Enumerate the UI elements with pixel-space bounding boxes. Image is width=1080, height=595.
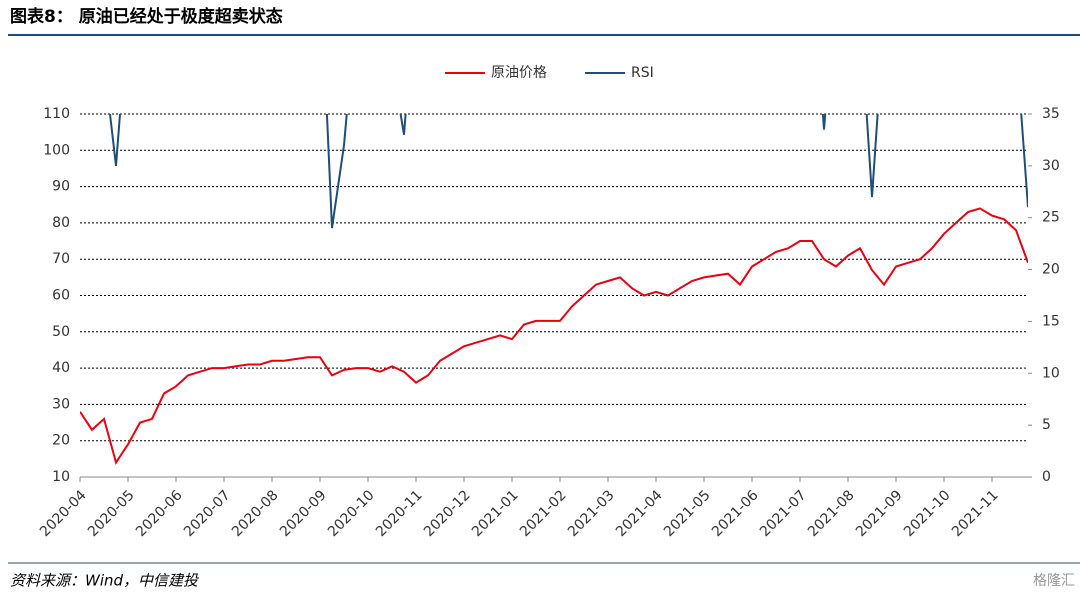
y-tick-label: 60 (52, 288, 70, 304)
y-tick-label: 80 (52, 215, 70, 231)
x-tick-label: 2021-10 (901, 487, 954, 540)
y2-tick-label: 25 (1042, 210, 1060, 226)
y2-tick-label: 35 (1042, 106, 1060, 122)
y-tick-label: 100 (43, 142, 70, 158)
x-tick-label: 2020-05 (85, 487, 138, 540)
x-tick-label: 2021-07 (757, 487, 810, 540)
series-line (108, 114, 1028, 229)
watermark: 格隆汇 (1033, 573, 1075, 589)
x-tick-label: 2021-09 (853, 487, 906, 540)
legend-label: 原油价格 (491, 65, 547, 81)
x-tick-label: 2021-08 (805, 487, 858, 540)
y-tick-label: 70 (52, 251, 70, 267)
x-tick-label: 2020-04 (37, 487, 90, 540)
chart-title: 图表8： 原油已经处于极度超卖状态 (10, 6, 283, 27)
y-tick-label: 110 (43, 106, 70, 122)
y-tick-label: 20 (52, 433, 70, 449)
y-tick-label: 40 (52, 360, 70, 376)
x-tick-label: 2021-04 (613, 487, 666, 540)
y2-tick-label: 5 (1042, 417, 1051, 433)
y2-tick-label: 30 (1042, 158, 1060, 174)
y2-tick-label: 10 (1042, 365, 1060, 381)
x-tick-label: 2021-02 (517, 487, 570, 540)
x-tick-label: 2021-05 (661, 487, 714, 540)
y2-tick-label: 15 (1042, 313, 1060, 329)
x-tick-label: 2020-09 (277, 487, 330, 540)
y-tick-label: 30 (52, 396, 70, 412)
x-tick-label: 2020-11 (373, 487, 426, 540)
source: 资料来源：Wind，中信建投 (10, 572, 200, 590)
series-line (80, 207, 1028, 465)
x-tick-label: 2020-06 (133, 487, 186, 540)
x-tick-label: 2021-06 (709, 487, 762, 540)
x-tick-label: 2020-12 (421, 487, 474, 540)
y2-tick-label: 20 (1042, 262, 1060, 278)
x-tick-label: 2021-01 (469, 487, 522, 540)
x-tick-label: 2020-07 (181, 487, 234, 540)
y-tick-label: 90 (52, 179, 70, 195)
x-tick-label: 2021-11 (949, 487, 1002, 540)
x-tick-label: 2020-08 (229, 487, 282, 540)
x-tick-label: 2021-03 (565, 487, 618, 540)
legend-label: RSI (631, 65, 654, 81)
y-tick-label: 10 (52, 469, 70, 485)
y-tick-label: 50 (52, 324, 70, 340)
y2-tick-label: 0 (1042, 469, 1051, 485)
x-tick-label: 2020-10 (325, 487, 378, 540)
